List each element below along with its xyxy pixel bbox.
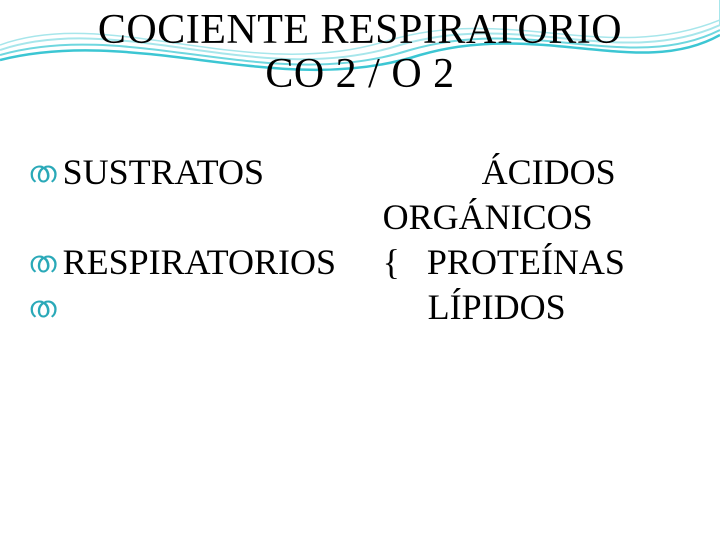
title-line-1: COCIENTE RESPIRATORIO <box>0 8 720 52</box>
row-left: SUSTRATOS <box>63 150 383 195</box>
body-row: ത RESPIRATORIOS { PROTEÍNAS <box>28 240 698 285</box>
slide-body: ത SUSTRATOS ÁCIDOS ത ORGÁNICOS ത RESPIRA… <box>28 150 698 330</box>
row-right: ÁCIDOS <box>383 150 698 195</box>
row-right: { PROTEÍNAS <box>383 240 698 285</box>
body-row: ത ORGÁNICOS <box>28 195 698 240</box>
slide-title: COCIENTE RESPIRATORIO CO 2 / O 2 <box>0 8 720 96</box>
row-right: LÍPIDOS <box>383 285 698 330</box>
body-row: ത LÍPIDOS <box>28 285 698 330</box>
bullet-icon: ത <box>28 289 57 327</box>
bullet-icon: ത <box>28 154 57 192</box>
title-line-2: CO 2 / O 2 <box>0 52 720 96</box>
row-left: RESPIRATORIOS <box>63 240 383 285</box>
row-right: ORGÁNICOS <box>383 195 698 240</box>
body-row: ത SUSTRATOS ÁCIDOS <box>28 150 698 195</box>
bullet-icon: ത <box>28 244 57 282</box>
